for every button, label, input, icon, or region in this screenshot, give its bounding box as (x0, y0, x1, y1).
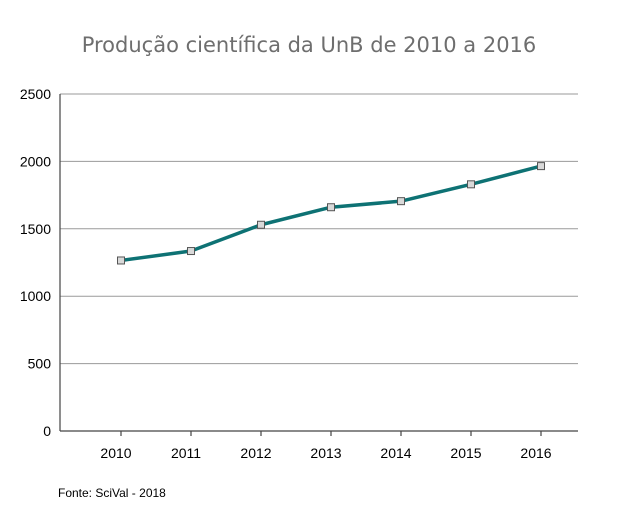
y-tick-label: 2000 (20, 153, 51, 169)
x-tick-label: 2010 (100, 445, 131, 461)
y-tick-label: 2500 (20, 86, 51, 102)
data-point-2014 (397, 197, 405, 206)
data-point-2013 (327, 203, 335, 212)
data-point-2011 (187, 247, 195, 256)
y-tick-label: 1500 (20, 221, 51, 237)
gridlines (60, 93, 578, 365)
data-point-2012 (257, 220, 265, 229)
x-tick-labels: 2010 2011 2012 2013 2014 2015 2016 (100, 445, 551, 461)
x-tick-label: 2016 (520, 445, 551, 461)
source-note: Fonte: SciVal - 2018 (58, 486, 166, 500)
data-point-2016 (537, 162, 545, 171)
y-tick-label: 1000 (20, 288, 51, 304)
x-tick-label: 2015 (450, 445, 481, 461)
data-point-2010 (117, 256, 125, 265)
y-tick-label: 0 (43, 423, 51, 439)
x-tick-label: 2011 (171, 445, 201, 461)
series (117, 162, 545, 265)
axes (59, 94, 578, 436)
series-line (119, 164, 543, 263)
x-tick-label: 2013 (310, 445, 341, 461)
x-tick-label: 2012 (240, 445, 271, 461)
y-tick-labels: 0 500 1000 1500 2000 2500 (20, 86, 51, 439)
x-tick-label: 2014 (380, 445, 411, 461)
y-tick-label: 500 (28, 356, 52, 372)
chart-title: Produção científica da UnB de 2010 a 201… (82, 33, 537, 57)
data-point-2015 (467, 180, 475, 189)
